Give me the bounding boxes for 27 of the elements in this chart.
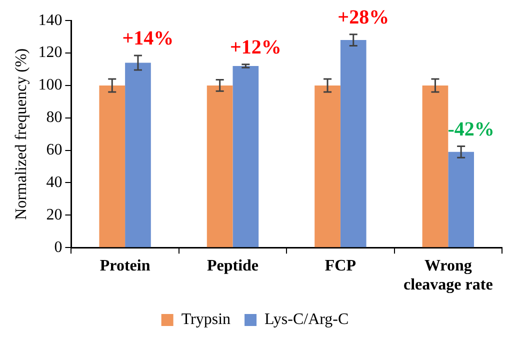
bar [340,40,366,248]
y-axis-title: Normalized frequency (%) [12,48,30,220]
bar [314,85,340,248]
bar [448,152,474,248]
annotation: -42% [448,118,494,140]
annotation: +14% [122,28,174,50]
y-tick-label: 80 [46,109,62,126]
bar [125,62,151,248]
y-tick-label: 20 [46,206,62,224]
x-tick-label: Protein [100,257,150,274]
bar [99,85,126,248]
x-tick-label: Peptide [206,257,259,274]
legend-label: Trypsin [181,311,231,328]
y-tick-label: 100 [38,76,62,94]
bar [422,85,448,248]
annotation: +28% [338,6,390,29]
y-tick-label: 0 [54,238,62,256]
x-tick-label: FCP [324,257,356,274]
bar [206,85,233,248]
y-tick-label: 60 [46,142,62,159]
legend-label: Lys-C/Arg-C [264,311,349,328]
y-tick-label: 120 [38,44,62,62]
bar [232,66,259,248]
x-tick-label: Wrong cleavage rate [404,257,493,294]
y-tick-label: 40 [46,174,62,191]
annotation: +12% [230,36,282,59]
y-tick-label: 140 [38,12,62,29]
